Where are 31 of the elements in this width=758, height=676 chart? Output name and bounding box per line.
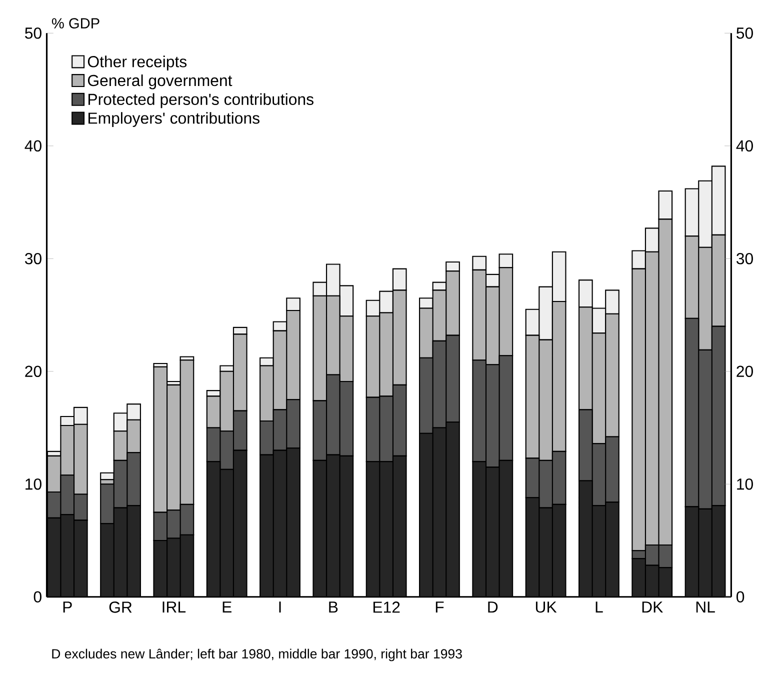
x-tick-label: D [488, 601, 498, 612]
x-tick-label: L [596, 601, 603, 612]
x-tick-label: E [222, 601, 232, 612]
y-tick-label: 10 [26, 478, 42, 490]
y-tick-label: 20 [25, 366, 42, 377]
legend-label: Employers' contributions [88, 112, 260, 127]
y2-tick-label: 30 [736, 252, 753, 264]
x-tick-label: B [329, 601, 338, 612]
y2-tick-label: 0 [736, 591, 744, 602]
x-tick-label: P [63, 601, 72, 612]
y2-tick-label: 50 [736, 27, 753, 39]
text: D excludes new Lânder; left bar 1980, middle bar 1990, right bar 1993 [52, 648, 462, 661]
y-tick-label: 40 [24, 140, 42, 152]
x-tick-label: DK [642, 601, 663, 612]
y-tick-label: 0 [34, 591, 42, 602]
x-tick-label: UK [536, 601, 557, 612]
y-tick-label: 50 [25, 27, 42, 39]
x-tick-label: IRL [162, 601, 186, 612]
legend-label: Protected person's contributions [88, 93, 314, 108]
x-tick-label: F [436, 601, 444, 612]
x-tick-label: E12 [373, 601, 400, 612]
y2-tick-label: 20 [736, 366, 753, 377]
y-tick-label: 30 [24, 252, 42, 264]
legend-label: Other receipts [88, 55, 187, 70]
y2-tick-label: 10 [737, 478, 753, 490]
y-axis-title: % GDP [52, 18, 100, 28]
x-tick-label: NL [696, 601, 715, 612]
x-tick-label: GR [109, 601, 132, 613]
x-tick-label: I [279, 601, 281, 612]
legend-label: General government [88, 74, 232, 90]
y2-tick-label: 40 [736, 140, 753, 152]
